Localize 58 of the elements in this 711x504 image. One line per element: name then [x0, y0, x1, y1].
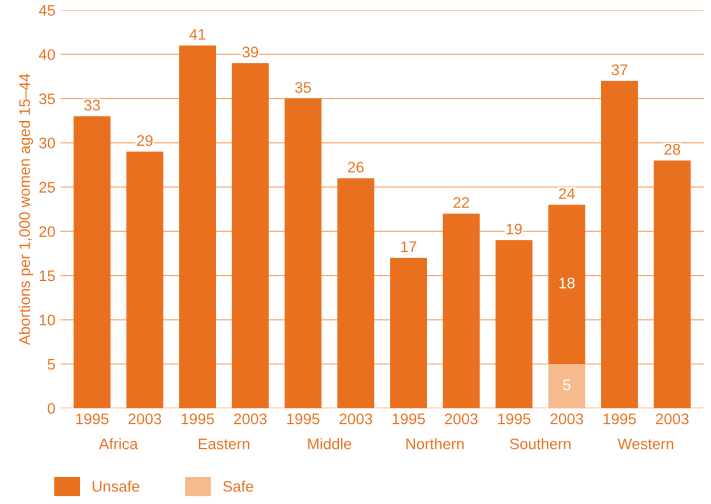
bar: [390, 258, 427, 408]
bar: [337, 178, 374, 408]
total-label: 24: [559, 188, 575, 199]
x-tick-label: 1995: [392, 414, 425, 424]
total-label: 39: [242, 46, 258, 58]
text: Western: [618, 438, 674, 450]
x-tick-label: 2003: [550, 414, 584, 424]
bar: [548, 204, 586, 364]
y-tick-label: 40: [38, 49, 55, 60]
y-tick-label: 30: [39, 138, 55, 148]
bar: [126, 152, 164, 408]
legend-label: Unsafe: [92, 480, 140, 492]
y-tick-label: 25: [39, 182, 55, 193]
y-tick-label: 15: [40, 270, 55, 282]
total-label: 35: [295, 82, 311, 93]
data-label: 5: [563, 380, 570, 390]
total-label: 19: [506, 224, 522, 234]
text: Africa: [98, 438, 138, 450]
bar: [284, 98, 322, 408]
text: Southern: [510, 438, 570, 450]
total-label: 33: [84, 100, 100, 111]
bar: [179, 45, 216, 408]
legend-label: Safe: [223, 480, 254, 492]
x-tick-label: 2003: [656, 414, 689, 424]
text: Eastern: [198, 438, 250, 450]
text: Middle: [308, 438, 352, 450]
y-axis-title: Abortions per 1,000 women aged 15–44: [18, 74, 34, 346]
x-tick-label: 2003: [445, 414, 478, 424]
text: Northern: [406, 438, 464, 450]
y-tick-label: 10: [40, 314, 55, 326]
total-label: 26: [348, 162, 364, 173]
total-label: 41: [189, 29, 206, 40]
total-label: 22: [454, 197, 470, 208]
bar: [232, 63, 269, 408]
y-tick-label: 0: [48, 403, 55, 414]
data-label: 18: [559, 278, 575, 288]
x-tick-label: 1995: [287, 414, 320, 424]
y-tick-label: 20: [39, 226, 55, 237]
x-tick-label: 1995: [604, 414, 636, 424]
bar: [74, 116, 111, 408]
bar: [442, 214, 480, 408]
bar: [496, 240, 532, 408]
x-tick-label: 1995: [76, 414, 108, 424]
total-label: 37: [612, 64, 628, 76]
x-tick-label: 1995: [182, 414, 214, 424]
bar: [548, 364, 586, 408]
bar: [654, 160, 691, 408]
total-label: 28: [664, 144, 680, 155]
y-tick-label: 5: [48, 359, 55, 370]
total-label: 29: [137, 135, 153, 146]
bar: [601, 80, 638, 408]
x-tick-label: 2003: [234, 414, 267, 424]
x-tick-label: 2003: [340, 414, 372, 424]
x-tick-label: 1995: [498, 414, 530, 424]
x-tick-label: 2003: [128, 414, 162, 424]
y-tick-label: 35: [39, 93, 55, 104]
y-tick-label: 45: [38, 5, 55, 16]
total-label: 17: [401, 241, 416, 252]
